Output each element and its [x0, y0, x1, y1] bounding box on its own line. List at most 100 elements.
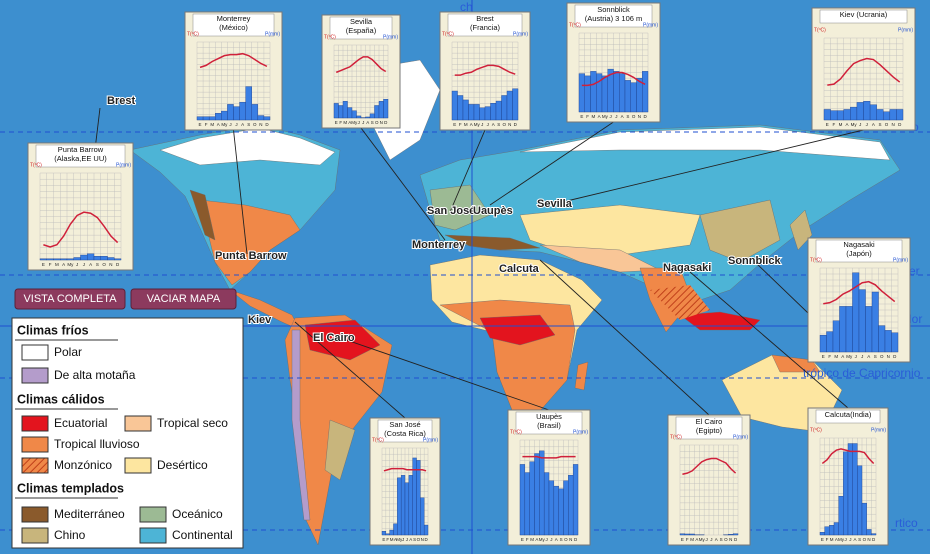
precip-bar [584, 75, 591, 113]
month-label: A [621, 114, 624, 119]
monsoon-area [650, 285, 710, 320]
month-label: A [366, 120, 369, 125]
month-label: F [686, 537, 689, 542]
button[interactable] [14, 288, 126, 310]
precip-bar [539, 450, 545, 536]
month-label: N [508, 122, 511, 127]
precip-bar [838, 496, 844, 536]
legend-swatch [139, 506, 167, 523]
precip-bar [378, 101, 384, 119]
precip-bar [613, 71, 620, 113]
month-label: J [550, 537, 552, 542]
temp-unit: T(ºC) [810, 427, 822, 433]
month-label: J [402, 537, 404, 542]
precip-bar [404, 482, 410, 536]
temp-line [827, 57, 901, 86]
climographs: Monterrey(México)T(ºC) P(mm)E F M A My J J A S O N D… [27, 2, 916, 546]
map-label: Calcuta [499, 263, 540, 275]
precip-bar [679, 533, 686, 536]
climograph: Monterrey(México)T(ºC) P(mm)E F M A My J J A S O N D [184, 11, 283, 131]
precip-bar [884, 330, 892, 353]
month-label: A [62, 262, 65, 267]
chart-title: Nagasaki [843, 240, 875, 249]
precip-bar [830, 110, 838, 121]
precip-bar [732, 533, 739, 536]
chart-title-box [574, 4, 653, 28]
precip-bar [208, 116, 216, 121]
month-label: E [826, 122, 829, 127]
precip-bar [385, 533, 390, 536]
precip-bar [397, 477, 402, 536]
climograph: Brest(Francia)T(ºC) P(mm)E F M A My J J A S O N D [439, 11, 531, 131]
month-label: A [394, 537, 397, 542]
precip-bar [393, 523, 398, 536]
month-label: N [729, 537, 732, 542]
month-label: D [893, 354, 897, 359]
button[interactable] [130, 288, 237, 310]
precip-bar [423, 524, 429, 536]
chart-title: Kiev (Ucrania) [840, 10, 888, 19]
precip-bar [73, 257, 81, 261]
precip-unit: P(mm) [265, 31, 280, 37]
temp-unit: T(ºC) [814, 27, 826, 33]
chart-title-box [329, 16, 393, 40]
precip-bar [601, 75, 608, 113]
month-label: N [892, 122, 895, 127]
month-label: A [598, 114, 601, 119]
temp-unit: T(ºC) [569, 22, 581, 28]
month-label: S [497, 122, 500, 127]
temp-unit: T(ºC) [372, 437, 384, 443]
leader-line [489, 121, 614, 206]
legend-label: Ecuatorial [54, 416, 107, 430]
button-label[interactable]: VACIAR MAPA [147, 293, 221, 305]
month-label: N [569, 537, 572, 542]
month-label: E [822, 354, 825, 359]
month-label: M [839, 122, 843, 127]
precip-bar [852, 443, 858, 536]
month-label: O [632, 114, 636, 119]
precip-bar [495, 100, 502, 121]
japan [789, 209, 813, 251]
button-label[interactable]: VISTA COMPLETA [23, 293, 117, 305]
month-label: D [265, 122, 269, 127]
precip-bar [245, 86, 252, 121]
precip-bar [374, 105, 380, 119]
legend-label: Tropical seco [157, 416, 228, 430]
precip-bar [365, 116, 371, 119]
chart-title-box [447, 13, 523, 37]
precip-bar [416, 460, 421, 536]
chart-title: (Japón) [846, 249, 872, 258]
precip-bar [107, 257, 115, 261]
precip-bar [684, 533, 690, 536]
climograph: Sevilla(España)T(ºC) P(mm)E F M A My J J A S O N D [321, 14, 401, 129]
precip-bar [333, 103, 339, 119]
precip-bar [863, 101, 871, 121]
precip-bar [858, 289, 866, 353]
month-label: A [867, 354, 870, 359]
precip-bar [342, 101, 348, 119]
month-label: A [846, 122, 849, 127]
month-label: O [724, 537, 728, 542]
map-label: Kiev [248, 314, 272, 326]
month-label: N [421, 537, 424, 542]
month-label: E [453, 122, 456, 127]
climograph: Kiev (Ucrania)T(ºC) P(mm)E F M A My J J A S O N D [811, 7, 916, 131]
chart-title: Sonnblick [597, 5, 630, 14]
temp-line [522, 455, 576, 459]
precip-bar [630, 82, 637, 113]
month-label: O [253, 122, 257, 127]
precip-bar [457, 95, 464, 121]
legend-section-title: Climas templados [17, 481, 124, 495]
chart-title-box [819, 9, 908, 24]
climograph: Punta Barrow(Alaska,EE UU)T(ºC) P(mm)E F M A… [27, 142, 134, 271]
precip-bar [462, 99, 469, 121]
north-america-south [199, 199, 301, 286]
precip-bar [871, 291, 879, 353]
precip-bar [66, 258, 74, 261]
precip-bar [572, 464, 579, 536]
legend-swatch [21, 344, 49, 361]
temp-unit: T(ºC) [510, 429, 522, 435]
precip-bar [227, 104, 234, 121]
month-label: J [76, 262, 78, 267]
